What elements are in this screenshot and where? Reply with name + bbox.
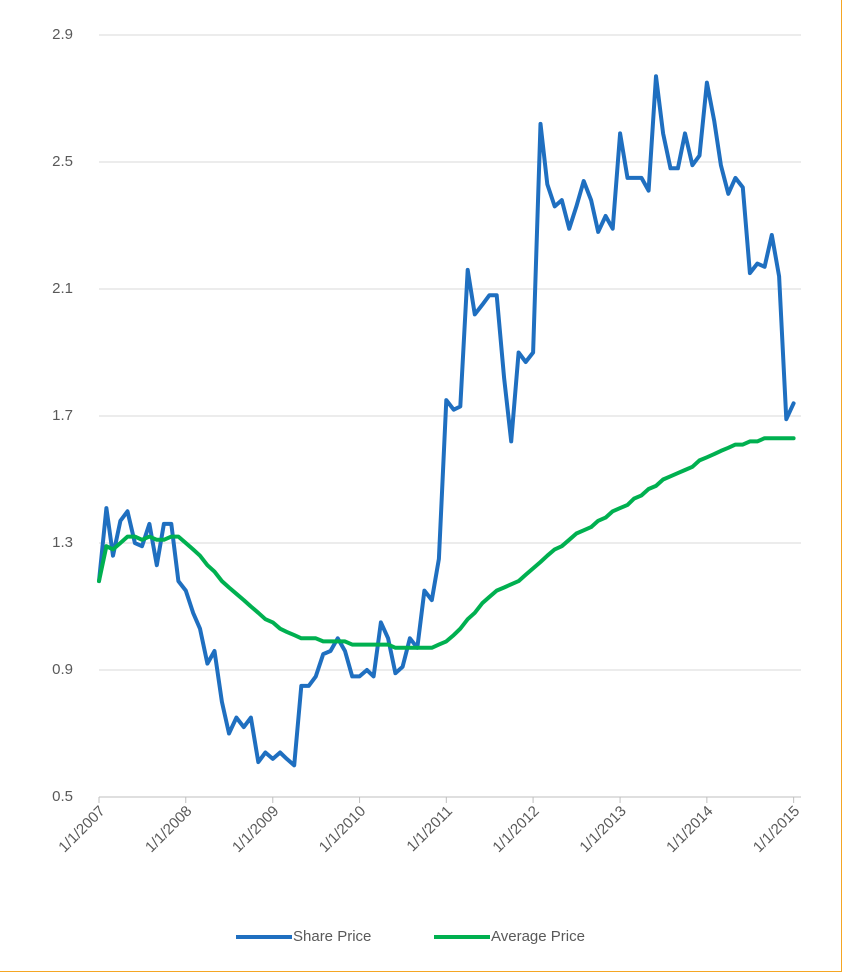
y-tick-label: 2.1	[52, 280, 73, 297]
x-tick-label: 1/1/2008	[142, 803, 195, 856]
y-tick-label: 2.5	[52, 153, 73, 170]
x-tick-label: 1/1/2009	[229, 803, 282, 856]
x-tick-label: 1/1/2014	[663, 803, 716, 856]
x-tick-label: 1/1/2015	[750, 803, 803, 856]
x-tick-label: 1/1/2012	[489, 803, 542, 856]
line-series	[97, 436, 796, 650]
y-tick-label: 0.5	[52, 788, 73, 805]
legend-label: Share Price	[293, 928, 371, 945]
y-tick-label: 1.7	[52, 407, 73, 424]
x-tick-label: 1/1/2010	[316, 803, 369, 856]
line-series	[97, 74, 796, 768]
x-tick-label: 1/1/2013	[576, 803, 629, 856]
x-tick-label: 1/1/2011	[403, 803, 456, 856]
y-tick-label: 0.9	[52, 661, 73, 678]
y-tick-label: 1.3	[52, 534, 73, 551]
y-tick-label: 2.9	[52, 26, 73, 43]
legend-label: Average Price	[491, 928, 585, 945]
x-tick-label: 1/1/2007	[55, 803, 108, 856]
